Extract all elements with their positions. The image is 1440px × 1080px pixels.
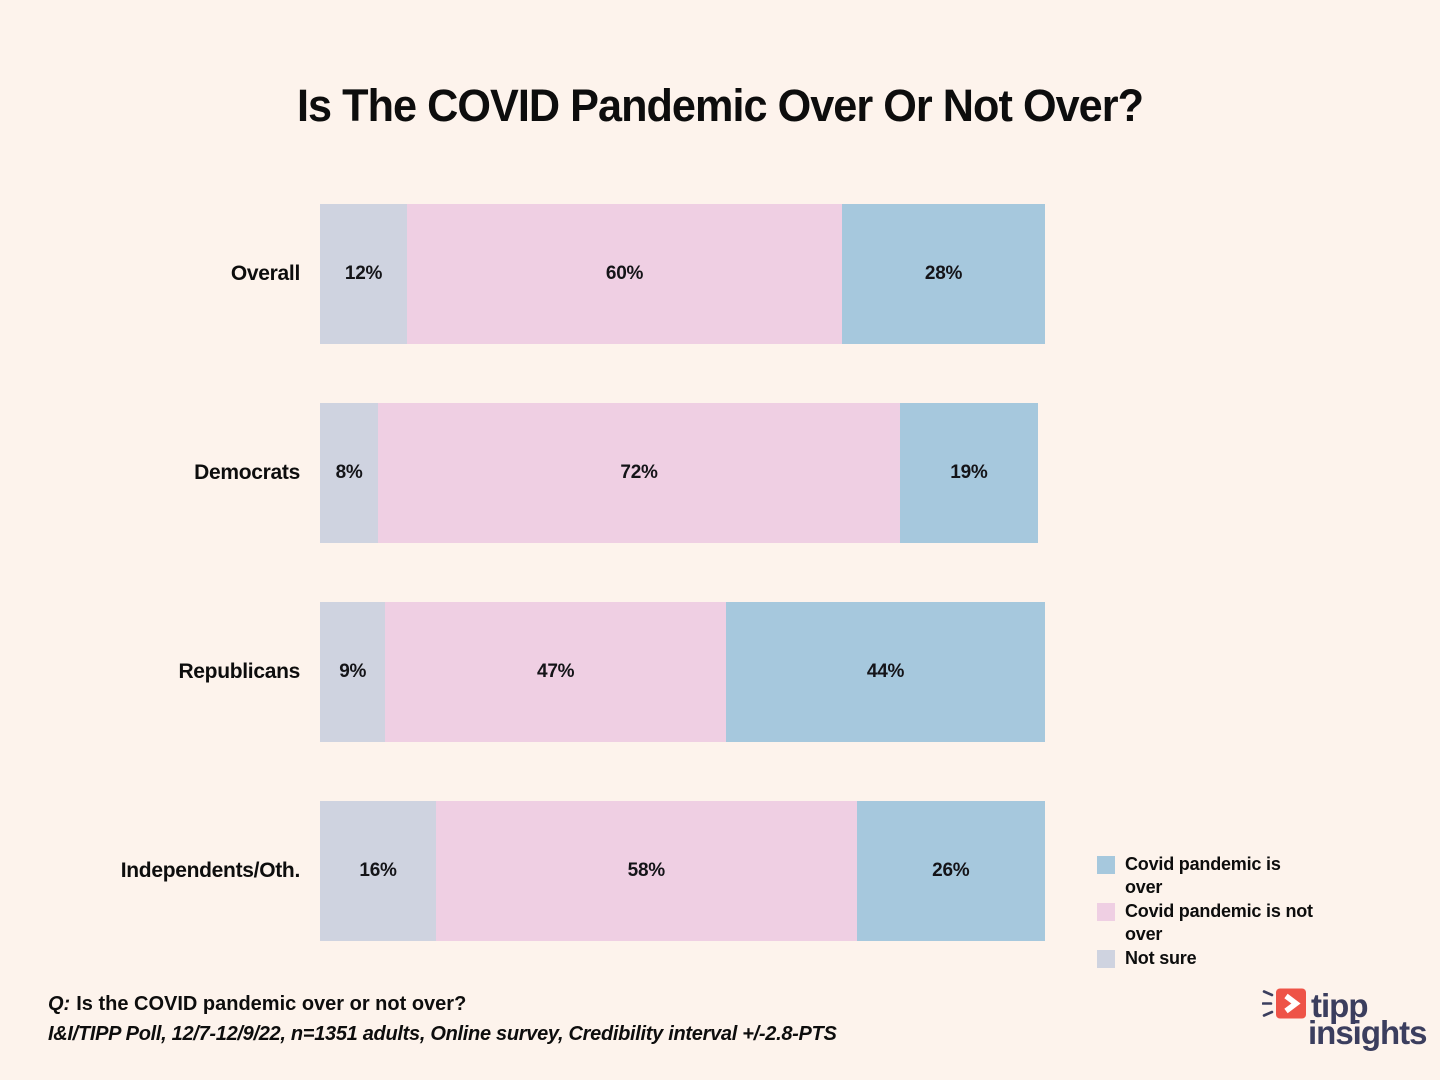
- question-text: Is the COVID pandemic over or not over?: [76, 993, 467, 1015]
- bar-segment: 8%: [320, 403, 378, 543]
- segment-value-label: 58%: [627, 860, 665, 881]
- segment-value-label: 8%: [335, 462, 363, 483]
- bar-track: 8% 72% 19%: [320, 403, 1045, 543]
- bar-row: Independents/Oth. 16% 58% 26%: [0, 801, 1045, 941]
- footer: Q: Is the COVID pandemic over or not over…: [48, 989, 837, 1049]
- bar-row: Republicans 9% 47% 44%: [0, 602, 1045, 742]
- bar-segment: 47%: [385, 602, 726, 742]
- bar-row: Democrats 8% 72% 19%: [0, 403, 1045, 543]
- bar-segment: 28%: [842, 204, 1045, 344]
- segment-value-label: 26%: [932, 860, 970, 881]
- segment-value-label: 9%: [339, 661, 367, 682]
- bar-track: 9% 47% 44%: [320, 602, 1045, 742]
- legend-item: Covid pandemic is not over: [1097, 900, 1313, 946]
- question-prefix: Q:: [48, 993, 71, 1015]
- bar-segment: 72%: [378, 403, 900, 543]
- category-label: Democrats: [194, 461, 300, 484]
- footer-question-line: Q: Is the COVID pandemic over or not over…: [48, 989, 837, 1019]
- legend-item: Not sure: [1097, 947, 1313, 970]
- legend: Covid pandemic is over Covid pandemic is…: [1097, 853, 1313, 971]
- category-label: Republicans: [178, 660, 300, 683]
- segment-value-label: 60%: [605, 263, 644, 284]
- segment-value-label: 16%: [359, 860, 397, 881]
- segment-value-label: 19%: [950, 462, 988, 483]
- bar-segment: 60%: [407, 204, 842, 344]
- segment-value-label: 47%: [537, 661, 575, 682]
- bar-segment: 19%: [900, 403, 1038, 543]
- tipp-logo-arrow-icon: [1261, 988, 1308, 1024]
- logo-word-tipp: tipp: [1311, 987, 1368, 1024]
- legend-swatch: [1097, 856, 1115, 874]
- bar-segment: 26%: [856, 801, 1045, 941]
- bar-track: 12% 60% 28%: [320, 204, 1045, 344]
- tipp-insights-logo: tipp insights: [1261, 987, 1428, 1051]
- bar-segment: 16%: [320, 801, 436, 941]
- footer-source-line: I&I/TIPP Poll, 12/7-12/9/22, n=1351 adul…: [48, 1023, 837, 1045]
- bar-chart: Overall 12% 60% 28% Democrats 8% 72% 19%: [0, 204, 1045, 1000]
- segment-value-label: 44%: [866, 661, 905, 682]
- legend-swatch: [1097, 903, 1115, 921]
- segment-value-label: 28%: [924, 263, 963, 284]
- category-label: Independents/Oth.: [120, 859, 301, 882]
- bar-segment: 44%: [726, 602, 1045, 742]
- segment-value-label: 12%: [344, 263, 383, 284]
- legend-label: Not sure: [1125, 948, 1197, 968]
- logo-word-insights: insights: [1308, 1014, 1428, 1051]
- chart-title: Is The COVID Pandemic Over Or Not Over?: [296, 80, 1144, 131]
- category-label: Overall: [230, 262, 300, 285]
- bar-segment: 12%: [320, 204, 407, 344]
- legend-swatch: [1097, 950, 1115, 968]
- bar-segment: 58%: [436, 801, 857, 941]
- legend-label: Covid pandemic is over: [1125, 854, 1281, 897]
- legend-item: Covid pandemic is over: [1097, 853, 1313, 899]
- bar-row: Overall 12% 60% 28%: [0, 204, 1045, 344]
- legend-label: Covid pandemic is not over: [1125, 901, 1313, 944]
- bar-segment: 9%: [320, 602, 386, 742]
- bar-track: 16% 58% 26%: [320, 801, 1045, 941]
- segment-value-label: 72%: [620, 462, 658, 483]
